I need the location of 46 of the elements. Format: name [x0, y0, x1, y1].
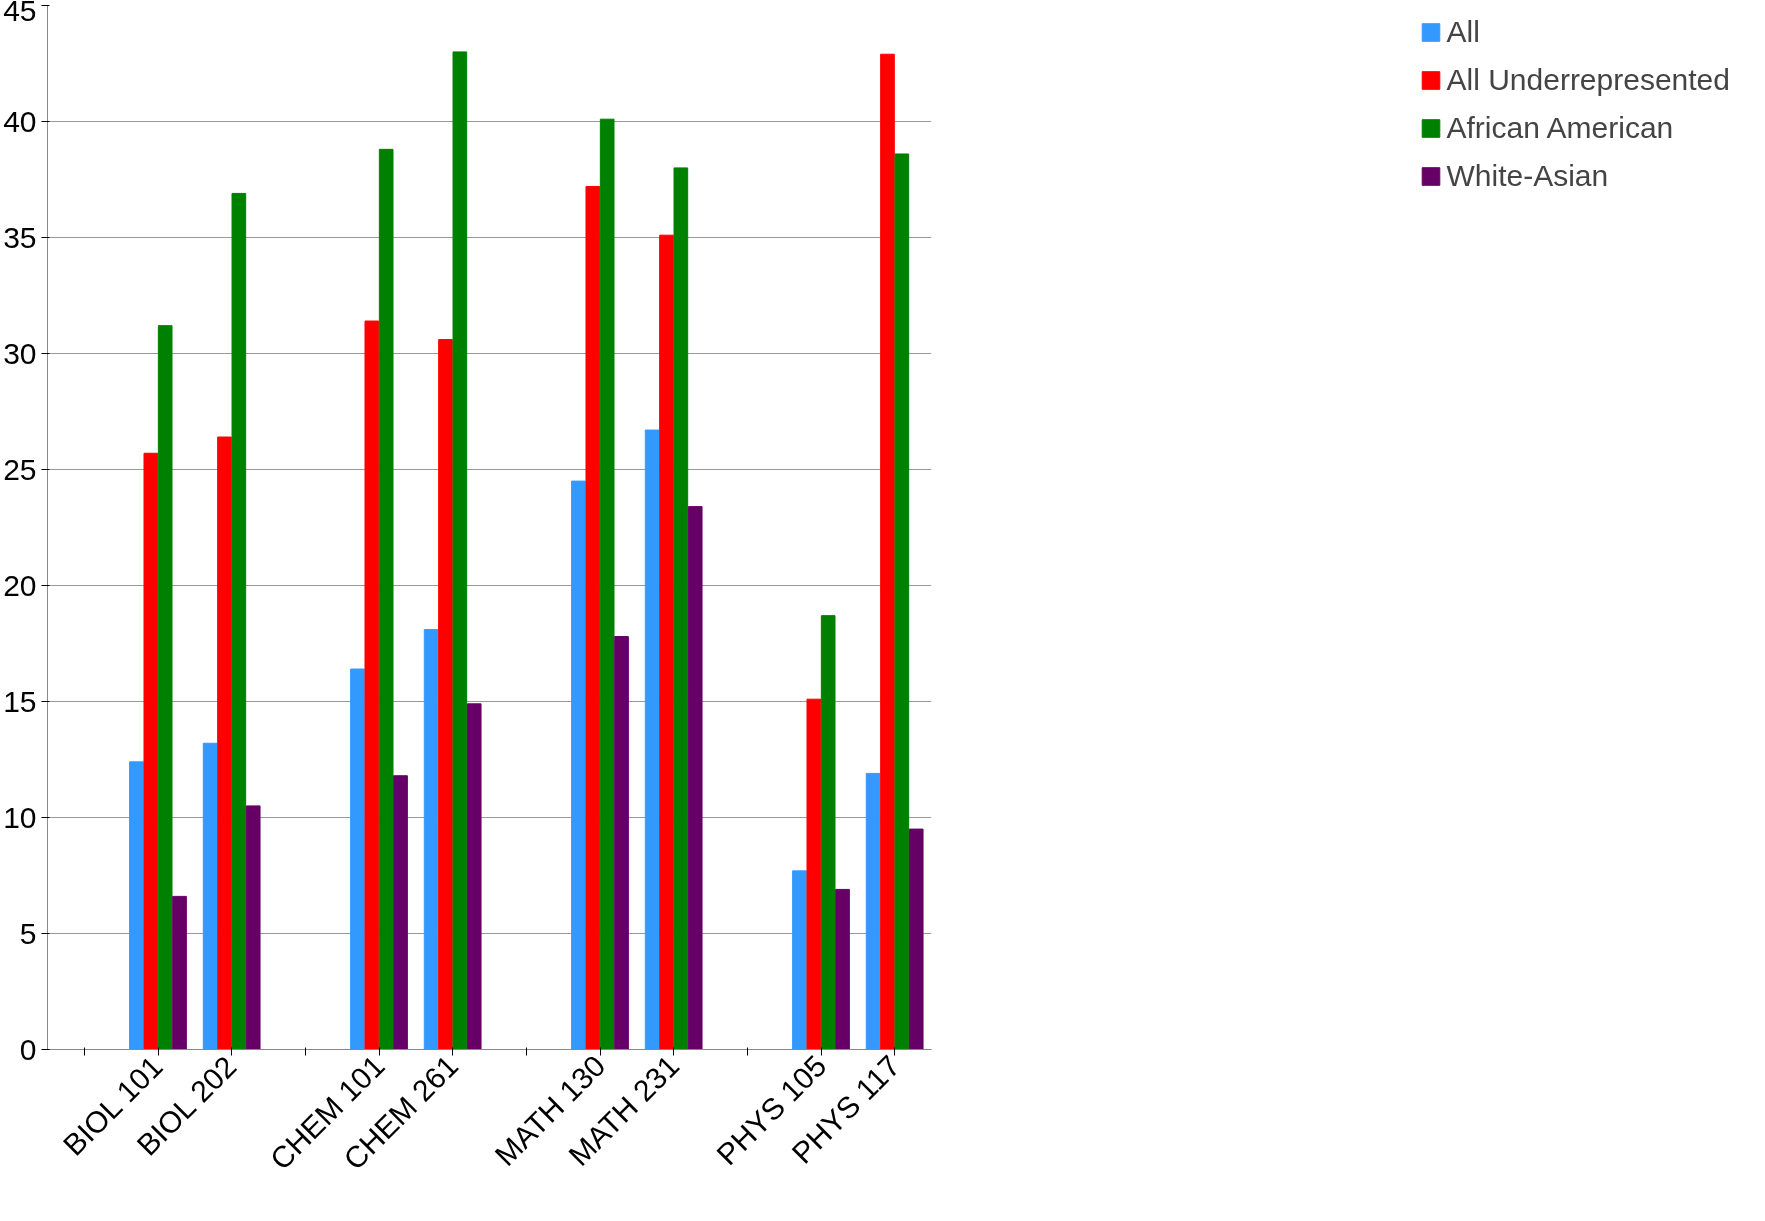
bar: [835, 888, 850, 1050]
bar: [865, 772, 881, 1050]
y-tick-label: 0: [19, 1032, 37, 1066]
bar: [393, 775, 408, 1050]
bar: [157, 325, 173, 1050]
y-tick-label: 15: [3, 684, 37, 718]
y-tick-label: 35: [3, 220, 37, 254]
bar: [129, 761, 144, 1050]
y-tick-label: 25: [3, 452, 37, 486]
bar: [599, 118, 615, 1050]
bar: [908, 828, 924, 1050]
y-tick-label: 40: [3, 104, 37, 138]
bar: [880, 53, 895, 1050]
y-tick-label: 45: [3, 0, 37, 27]
legend-label: White-Asian: [1446, 159, 1609, 193]
bar: [245, 805, 261, 1050]
bar: [585, 185, 601, 1050]
legend-label: African American: [1446, 111, 1674, 145]
legend-label: All Underrepresented: [1446, 63, 1730, 97]
bar: [202, 742, 218, 1050]
y-tick-label: 30: [3, 336, 37, 370]
bar: [792, 870, 807, 1050]
bar: [350, 668, 365, 1050]
bar: [687, 506, 703, 1050]
bar: [571, 480, 586, 1050]
bar: [438, 339, 453, 1050]
bar: [466, 703, 482, 1050]
bar: [423, 629, 439, 1050]
bar: [378, 148, 394, 1050]
legend-label: All: [1446, 15, 1480, 49]
bar: [172, 895, 187, 1050]
bar: [673, 167, 689, 1050]
bar: [217, 436, 232, 1050]
bar: [452, 51, 468, 1050]
y-tick-label: 5: [19, 916, 37, 950]
bar: [614, 636, 629, 1050]
bar: [644, 429, 660, 1050]
bar: [364, 320, 380, 1050]
bar: [231, 192, 247, 1050]
bar: [820, 615, 836, 1050]
y-tick-label: 10: [3, 800, 37, 834]
bar: [894, 153, 910, 1050]
bar: [806, 698, 822, 1050]
bar: [143, 452, 159, 1050]
y-tick-label: 20: [3, 568, 37, 602]
bar: [659, 234, 674, 1050]
